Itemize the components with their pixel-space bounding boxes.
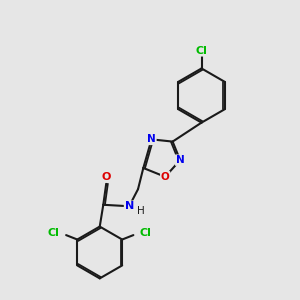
Text: O: O — [101, 172, 111, 182]
Text: O: O — [161, 172, 170, 182]
Text: N: N — [147, 134, 156, 144]
Text: N: N — [176, 155, 184, 165]
Text: N: N — [124, 201, 134, 211]
Text: Cl: Cl — [48, 228, 60, 238]
Text: Cl: Cl — [196, 46, 208, 56]
Text: Cl: Cl — [140, 228, 152, 238]
Text: H: H — [136, 206, 144, 216]
